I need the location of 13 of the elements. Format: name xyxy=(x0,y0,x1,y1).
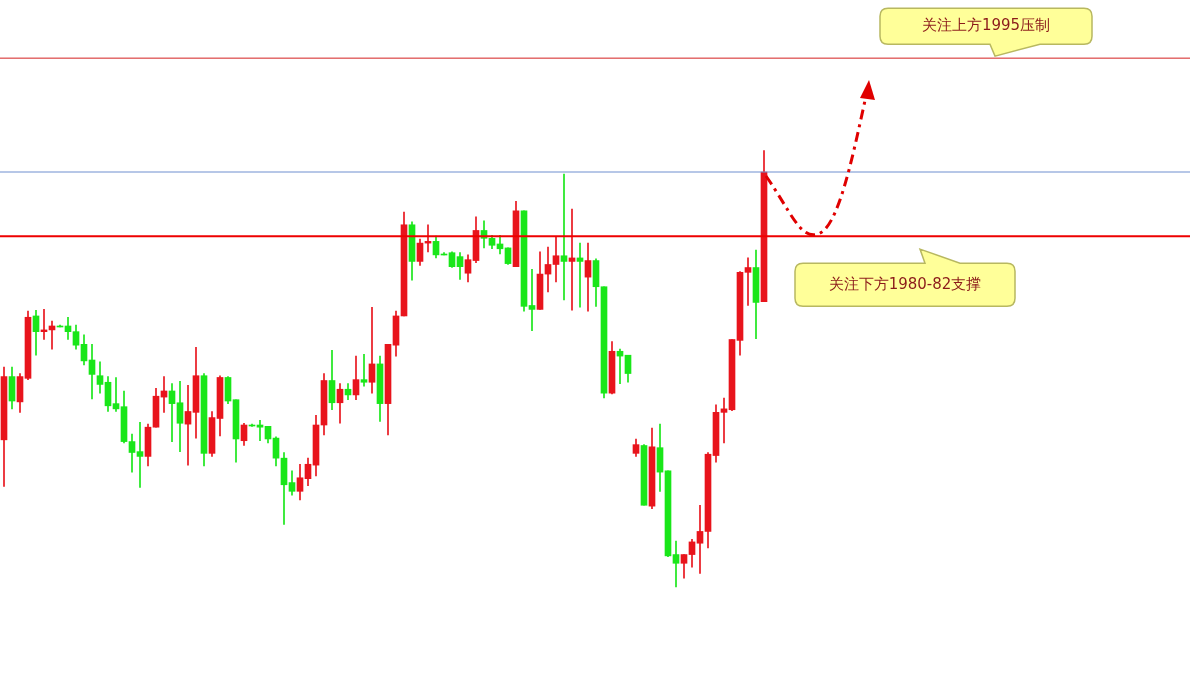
candlestick xyxy=(528,268,536,332)
candlestick xyxy=(368,306,376,394)
ref-line-label: 关注上方1995压制 xyxy=(921,16,1051,35)
candlestick xyxy=(112,377,120,412)
candlestick xyxy=(552,237,560,283)
ref-line-label: 关注下方1980-82支撑 xyxy=(828,274,982,293)
candlestick xyxy=(672,540,680,588)
candlestick xyxy=(256,419,264,442)
candlestick xyxy=(560,173,568,301)
candlestick xyxy=(744,257,752,306)
candlestick xyxy=(360,354,368,387)
candlestick xyxy=(696,504,704,574)
candlestick xyxy=(136,422,144,488)
